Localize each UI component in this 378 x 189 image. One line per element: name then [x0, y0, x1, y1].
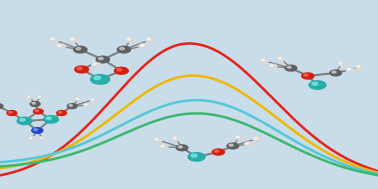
Circle shape — [141, 45, 144, 46]
Circle shape — [155, 139, 158, 140]
Circle shape — [139, 44, 149, 49]
Circle shape — [7, 111, 17, 115]
Circle shape — [312, 82, 318, 85]
Circle shape — [191, 154, 197, 157]
Circle shape — [172, 137, 180, 141]
Circle shape — [67, 104, 77, 108]
Circle shape — [96, 56, 110, 63]
Circle shape — [28, 96, 30, 97]
Circle shape — [357, 66, 360, 67]
Circle shape — [57, 111, 67, 115]
Circle shape — [29, 137, 36, 140]
Circle shape — [330, 70, 341, 76]
Circle shape — [46, 117, 51, 120]
Circle shape — [229, 144, 233, 146]
Circle shape — [69, 37, 79, 42]
Circle shape — [90, 98, 97, 101]
Circle shape — [69, 105, 73, 106]
Circle shape — [57, 45, 61, 46]
Circle shape — [91, 99, 93, 100]
Circle shape — [346, 68, 355, 72]
Circle shape — [56, 44, 65, 49]
Circle shape — [356, 65, 364, 69]
Circle shape — [214, 150, 218, 152]
Circle shape — [70, 38, 74, 40]
Circle shape — [268, 64, 277, 68]
Circle shape — [160, 144, 168, 149]
Circle shape — [76, 98, 79, 99]
Circle shape — [75, 98, 82, 101]
Circle shape — [117, 69, 122, 71]
Circle shape — [176, 145, 188, 151]
Circle shape — [49, 37, 59, 42]
Circle shape — [99, 57, 103, 60]
Circle shape — [74, 46, 87, 53]
Circle shape — [26, 95, 33, 99]
Circle shape — [30, 137, 32, 139]
Circle shape — [85, 104, 87, 105]
Circle shape — [32, 128, 43, 133]
Circle shape — [34, 109, 43, 114]
Circle shape — [146, 37, 155, 42]
Circle shape — [115, 67, 128, 74]
Circle shape — [91, 63, 101, 67]
Circle shape — [38, 96, 40, 97]
Circle shape — [173, 137, 176, 139]
Circle shape — [39, 137, 46, 140]
Circle shape — [77, 67, 82, 70]
Circle shape — [153, 138, 162, 142]
Circle shape — [84, 103, 90, 107]
Circle shape — [277, 57, 285, 61]
Circle shape — [260, 59, 268, 63]
Circle shape — [75, 66, 88, 73]
Circle shape — [309, 81, 326, 89]
Circle shape — [9, 112, 12, 113]
Circle shape — [34, 129, 37, 131]
Circle shape — [279, 58, 282, 59]
Circle shape — [338, 62, 346, 66]
Circle shape — [147, 38, 151, 40]
Circle shape — [236, 136, 239, 138]
Circle shape — [161, 145, 164, 147]
Circle shape — [244, 142, 253, 146]
Circle shape — [304, 74, 308, 76]
Circle shape — [91, 75, 110, 84]
Circle shape — [235, 135, 243, 140]
Circle shape — [76, 47, 81, 50]
Circle shape — [302, 73, 314, 79]
Circle shape — [17, 117, 32, 125]
Circle shape — [35, 110, 39, 112]
Circle shape — [93, 63, 96, 65]
Circle shape — [32, 102, 36, 104]
Circle shape — [117, 46, 131, 53]
Circle shape — [43, 116, 59, 123]
Circle shape — [253, 137, 261, 141]
Circle shape — [285, 65, 297, 71]
Circle shape — [37, 95, 44, 99]
Circle shape — [127, 38, 131, 40]
Circle shape — [270, 65, 273, 66]
Circle shape — [332, 71, 336, 73]
Circle shape — [287, 66, 291, 68]
Circle shape — [40, 137, 43, 139]
Circle shape — [212, 149, 225, 155]
Circle shape — [0, 104, 3, 108]
Circle shape — [347, 69, 350, 70]
Circle shape — [125, 37, 136, 42]
Circle shape — [262, 60, 265, 61]
Circle shape — [94, 76, 101, 80]
Circle shape — [178, 146, 182, 148]
Circle shape — [20, 119, 25, 121]
Circle shape — [120, 47, 124, 50]
Circle shape — [51, 38, 54, 40]
Circle shape — [59, 112, 62, 113]
Circle shape — [227, 143, 239, 149]
Circle shape — [246, 143, 249, 144]
Circle shape — [188, 153, 205, 161]
Circle shape — [339, 63, 342, 64]
Circle shape — [30, 102, 40, 106]
Circle shape — [254, 137, 257, 139]
